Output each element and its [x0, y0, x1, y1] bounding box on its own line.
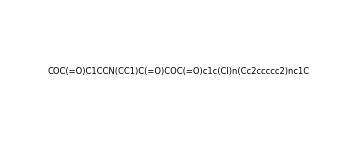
- Text: COC(=O)C1CCN(CC1)C(=O)COC(=O)c1c(Cl)n(Cc2ccccc2)nc1C: COC(=O)C1CCN(CC1)C(=O)COC(=O)c1c(Cl)n(Cc…: [47, 67, 310, 76]
